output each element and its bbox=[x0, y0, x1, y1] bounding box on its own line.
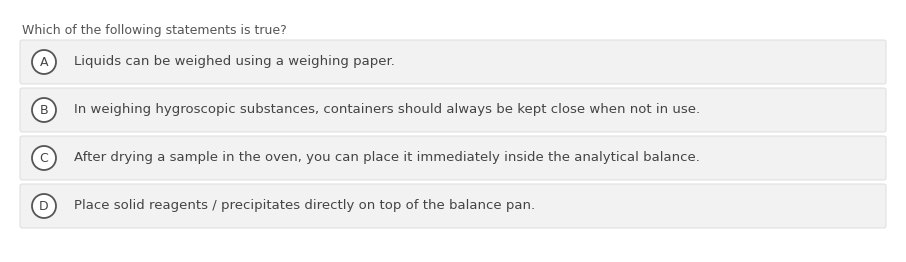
Text: A: A bbox=[40, 56, 48, 68]
Text: Liquids can be weighed using a weighing paper.: Liquids can be weighed using a weighing … bbox=[74, 56, 395, 68]
Circle shape bbox=[32, 146, 56, 170]
FancyBboxPatch shape bbox=[20, 184, 886, 228]
Text: B: B bbox=[40, 103, 48, 117]
FancyBboxPatch shape bbox=[20, 136, 886, 180]
Text: Which of the following statements is true?: Which of the following statements is tru… bbox=[22, 24, 287, 37]
Text: C: C bbox=[40, 151, 48, 165]
Text: Place solid reagents / precipitates directly on top of the balance pan.: Place solid reagents / precipitates dire… bbox=[74, 199, 535, 212]
Circle shape bbox=[32, 98, 56, 122]
Text: After drying a sample in the oven, you can place it immediately inside the analy: After drying a sample in the oven, you c… bbox=[74, 151, 699, 165]
FancyBboxPatch shape bbox=[20, 40, 886, 84]
Text: In weighing hygroscopic substances, containers should always be kept close when : In weighing hygroscopic substances, cont… bbox=[74, 103, 700, 117]
FancyBboxPatch shape bbox=[20, 88, 886, 132]
Text: D: D bbox=[39, 199, 49, 212]
Circle shape bbox=[32, 50, 56, 74]
Circle shape bbox=[32, 194, 56, 218]
